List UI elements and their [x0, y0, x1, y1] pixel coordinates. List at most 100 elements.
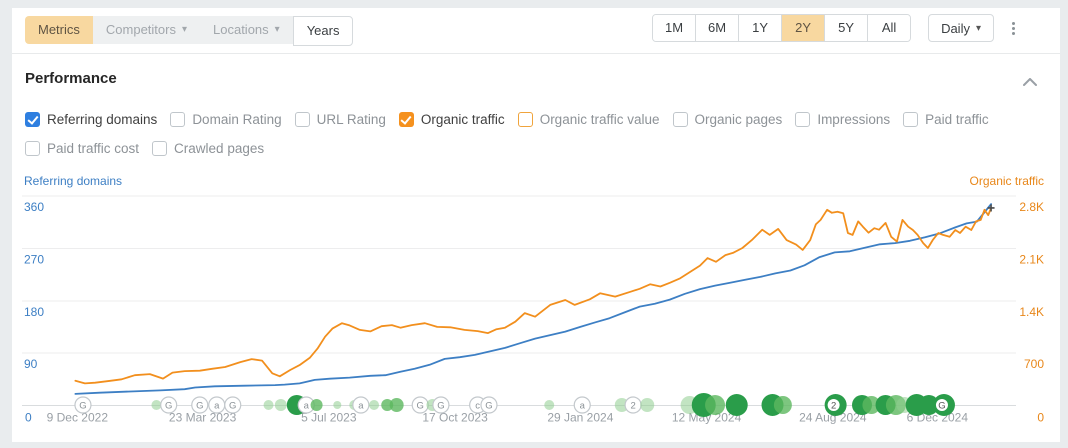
event-marker-letter: G	[938, 401, 945, 412]
event-marker-medium[interactable]	[381, 399, 394, 411]
right-axis-tick: 2.1K	[1019, 252, 1044, 266]
content-panel: Metrics Competitors ▾ Locations ▾ Years 1M 6M 1…	[12, 8, 1060, 442]
series-line-organic-traffic	[74, 207, 992, 385]
range-selector: 1M 6M 1Y 2Y 5Y All	[652, 14, 912, 42]
event-marker-light[interactable]	[640, 398, 655, 412]
range-1y[interactable]: 1Y	[739, 15, 783, 41]
right-axis-zero: 0	[1037, 411, 1044, 425]
metric-toggle-paid-traffic-cost[interactable]: Paid traffic cost	[25, 141, 139, 156]
chevron-down-icon: ▾	[975, 22, 981, 34]
date-label: 17 Oct 2023	[422, 411, 488, 425]
event-marker-outline[interactable]	[224, 396, 242, 414]
metric-toggle-url-rating[interactable]: URL Rating	[294, 112, 386, 127]
metric-toggle-organic-traffic-value[interactable]: Organic traffic value	[517, 112, 660, 127]
event-marker-letter: G	[165, 401, 172, 412]
checkbox-unchecked-icon[interactable]	[672, 112, 688, 127]
event-marker-outline[interactable]	[74, 396, 92, 414]
event-marker-outline[interactable]	[352, 396, 370, 414]
event-marker-letter: G	[196, 401, 203, 412]
range-6m[interactable]: 6M	[696, 15, 740, 41]
chevron-up-icon[interactable]	[1023, 73, 1037, 91]
event-marker-light[interactable]	[263, 400, 274, 410]
checkbox-unchecked-icon[interactable]	[294, 112, 310, 127]
date-label: 12 May 2024	[672, 411, 742, 425]
metric-toggle-impressions[interactable]: Impressions	[795, 112, 890, 127]
event-marker-badge	[827, 399, 840, 411]
performance-header: Performance	[25, 70, 1047, 92]
event-marker-light[interactable]	[151, 400, 162, 410]
date-label: 5 Jul 2023	[301, 411, 357, 425]
metric-label: URL Rating	[316, 112, 386, 127]
metric-toggle-referring-domains[interactable]: Referring domains	[25, 112, 157, 127]
checkbox-unchecked-icon[interactable]	[25, 141, 40, 156]
metric-label: Domain Rating	[192, 112, 282, 127]
event-marker-light[interactable]	[369, 400, 380, 410]
event-marker-letter: c	[475, 401, 480, 412]
metric-toggle-domain-rating[interactable]: Domain Rating	[170, 112, 282, 127]
range-1m[interactable]: 1M	[653, 15, 697, 41]
checkbox-unchecked-icon[interactable]	[795, 112, 811, 127]
range-5y[interactable]: 5Y	[825, 15, 869, 41]
left-axis-zero: 0	[25, 411, 32, 425]
kebab-menu-icon[interactable]	[1004, 14, 1022, 42]
event-marker-letter: 2	[630, 401, 635, 412]
checkbox-unchecked-icon[interactable]	[903, 112, 919, 127]
checkbox-checked-icon[interactable]	[25, 112, 40, 127]
metric-toggle-crawled-pages[interactable]: Crawled pages	[152, 141, 264, 156]
granularity-dropdown[interactable]: Daily ▾	[928, 14, 994, 42]
checkbox-unchecked-icon[interactable]	[170, 112, 186, 127]
view-tab-label: Locations	[213, 22, 269, 37]
event-marker-medium[interactable]	[862, 396, 881, 414]
metric-toggles-row1: Referring domains Domain Rating URL Rating…	[25, 111, 989, 128]
event-marker-letter: a	[304, 401, 310, 412]
event-marker-outline[interactable]	[480, 396, 498, 414]
view-tab-metrics[interactable]: Metrics	[25, 16, 93, 44]
view-tab-competitors[interactable]: Competitors ▾	[92, 16, 200, 44]
event-marker-medium[interactable]	[773, 396, 792, 414]
event-marker-medium[interactable]	[310, 399, 323, 411]
metric-label: Impressions	[817, 112, 891, 127]
date-label: 9 Dec 2022	[47, 411, 109, 425]
event-marker-outline[interactable]	[432, 396, 450, 414]
event-marker-outline[interactable]	[573, 396, 591, 414]
event-marker-letter: a	[214, 401, 220, 412]
event-marker-letter: G	[417, 401, 424, 412]
date-label: 29 Jan 2024	[547, 411, 613, 425]
event-marker-light[interactable]	[274, 399, 287, 411]
metric-toggle-organic-traffic[interactable]: Organic traffic	[398, 112, 505, 127]
event-marker-letter: a	[358, 401, 364, 412]
event-marker-letter: 2	[831, 401, 836, 412]
event-marker-dark[interactable]	[918, 395, 939, 415]
view-tab-label: Metrics	[38, 22, 80, 37]
checkbox-unchecked-icon[interactable]	[517, 112, 533, 127]
metric-toggle-organic-pages[interactable]: Organic pages	[672, 112, 783, 127]
range-all[interactable]: All	[868, 15, 911, 41]
event-marker-outline[interactable]	[160, 396, 178, 414]
view-tab-locations[interactable]: Locations ▾	[200, 16, 293, 44]
performance-chart-canvas: 90 700 180 1.4K 270 2.1K 360 2.8K 0 0 9 Dec 2022 23…	[22, 195, 1044, 425]
metric-label: Paid traffic cost	[47, 141, 140, 156]
checkbox-checked-icon[interactable]	[398, 112, 414, 127]
metric-toggle-paid-traffic[interactable]: Paid traffic	[903, 112, 989, 127]
section-title: Performance	[25, 70, 117, 87]
range-2y[interactable]: 2Y	[782, 15, 826, 41]
event-marker-outline[interactable]	[191, 396, 209, 414]
granularity-label: Daily	[941, 20, 970, 36]
event-marker-dark[interactable]	[725, 394, 748, 416]
view-tab-label: Competitors	[105, 22, 176, 37]
metric-label: Paid traffic	[925, 112, 989, 127]
event-marker-light[interactable]	[544, 400, 555, 410]
checkbox-unchecked-icon[interactable]	[152, 141, 168, 156]
event-marker-medium[interactable]	[705, 395, 726, 415]
left-axis-tick: 180	[24, 305, 44, 319]
view-tab-years[interactable]: Years	[292, 16, 354, 46]
metric-label: Organic pages	[694, 112, 783, 127]
event-marker-medium[interactable]	[389, 398, 404, 412]
metric-label: Organic traffic	[420, 112, 505, 127]
toolbar: Metrics Competitors ▾ Locations ▾ Years 1M 6M 1…	[12, 8, 1060, 53]
event-marker-letter: G	[437, 401, 444, 412]
metric-label: Organic traffic value	[539, 112, 660, 127]
toolbar-divider	[12, 53, 1060, 54]
left-axis-title: Referring domains	[24, 174, 123, 188]
event-marker-light[interactable]	[333, 401, 342, 409]
